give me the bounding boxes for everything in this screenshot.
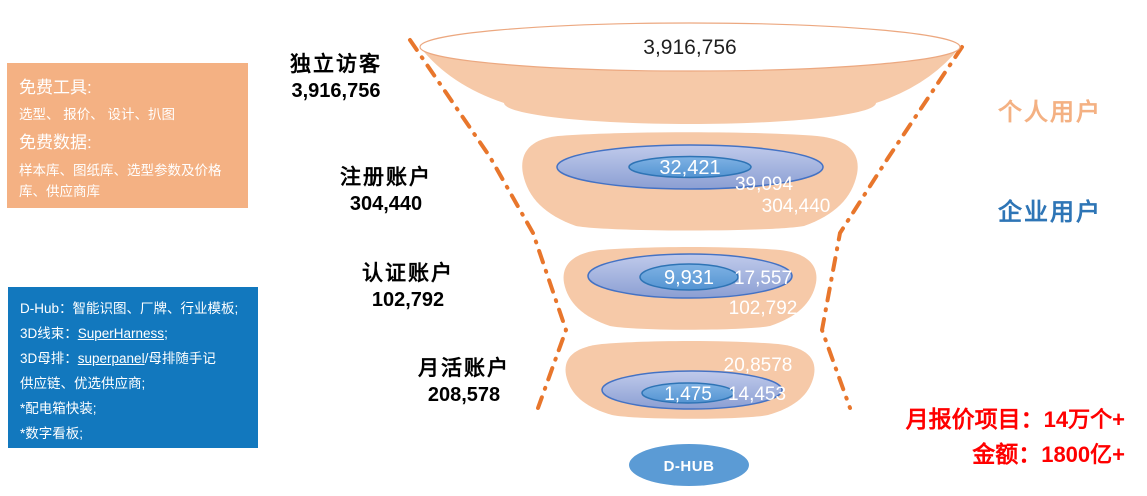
funnel-guide-left-dashed-line	[408, 38, 569, 410]
funnel-level4-outer-value: 20,8578	[724, 355, 793, 376]
funnel-level4-inner-ellipse	[641, 382, 735, 404]
free-tools-box: 免费工具: 选型、 报价、 设计、扒图 免费数据: 样本库、图纸库、选型参数及价…	[7, 63, 248, 208]
stage-label-unique-visitors: 独立访客 3,916,756	[280, 48, 392, 103]
funnel-level3-inner-value: 9,931	[664, 267, 714, 289]
stage-value: 208,578	[427, 384, 501, 406]
superpanel-link[interactable]: superpanel	[77, 351, 145, 366]
free-data-items: 样本库、图纸库、选型参数及价格库、供应商库	[19, 162, 222, 199]
stage-name: 注册账户	[340, 165, 432, 189]
dhub-ellipse-label: D-HUB	[664, 458, 715, 475]
quote-projects-label: 月报价项目：	[905, 407, 1044, 432]
funnel-level4-inner-value: 1,475	[664, 384, 712, 405]
dhub-line-2-suffix: ;	[164, 326, 168, 341]
dhub-line-6: *数字看板;	[20, 426, 84, 441]
dhub-line-2: 3D线束：SuperHarness;	[20, 321, 246, 346]
stage-name: 独立访客	[290, 52, 382, 76]
quote-projects-value: 14万个+	[1043, 407, 1125, 432]
quote-projects-line: 月报价项目：14万个+	[906, 404, 1125, 439]
enterprise-users-label: 企业用户	[998, 199, 1102, 226]
dhub-feature-box: D-Hub：智能识图、厂牌、行业模板; 3D线束：SuperHarness; 3…	[8, 287, 258, 448]
funnel-level2-inner-ellipse	[628, 155, 752, 179]
superharness-link[interactable]: SuperHarness	[77, 326, 165, 341]
funnel-level3-outer-value: 102,792	[729, 298, 798, 319]
quote-amount-line: 金额：1800亿+	[906, 439, 1125, 474]
funnel-level1-value: 3,916,756	[643, 36, 736, 59]
free-data-title: 免费数据:	[19, 133, 92, 153]
dhub-line-2-prefix: 3D线束：	[20, 326, 78, 341]
funnel-guide-right-dashed-line	[819, 45, 964, 410]
stage-value: 102,792	[371, 289, 445, 311]
personal-users-label: 个人用户	[998, 99, 1102, 126]
funnel-level3-mid-value: 17,557	[734, 268, 792, 289]
funnel-level1-rim	[419, 22, 961, 72]
funnel-level2-outer-value: 304,440	[762, 196, 831, 217]
stage-label-monthly-active-accounts: 月活账户 208,578	[408, 352, 520, 407]
dhub-line-3-suffix: /母排随手记	[144, 351, 216, 366]
stage-value: 3,916,756	[291, 80, 381, 102]
dhub-ellipse	[629, 444, 749, 486]
free-tools-title: 免费工具:	[19, 78, 92, 97]
dhub-line-3-prefix: 3D母排：	[20, 351, 78, 366]
funnel-level1-bowl	[420, 47, 960, 124]
dhub-line-4: 供应链、优选供应商;	[20, 376, 146, 391]
funnel-level2-mid-value: 39,094	[735, 174, 794, 195]
quote-amount-label: 金额：	[972, 442, 1042, 467]
funnel-level2-inner-value: 32,421	[659, 157, 720, 179]
stage-name: 认证账户	[362, 261, 454, 285]
monthly-quote-metrics: 月报价项目：14万个+ 金额：1800亿+	[906, 404, 1125, 474]
dhub-line-1: D-Hub：智能识图、厂牌、行业模板;	[20, 301, 239, 316]
stage-label-registered-accounts: 注册账户 304,440	[330, 161, 442, 216]
stage-label-certified-accounts: 认证账户 102,792	[352, 257, 464, 312]
free-tools-items: 选型、 报价、 设计、扒图	[19, 107, 176, 123]
quote-amount-value: 1800亿+	[1041, 442, 1125, 467]
funnel-level3-inner-ellipse	[639, 263, 739, 291]
stage-value: 304,440	[349, 193, 423, 215]
funnel-level4-mid-value: 14,453	[728, 384, 786, 405]
stage-name: 月活账户	[418, 356, 510, 380]
dhub-line-3: 3D母排：superpanel/母排随手记	[20, 346, 246, 371]
dhub-line-5: *配电箱快装;	[20, 401, 97, 416]
